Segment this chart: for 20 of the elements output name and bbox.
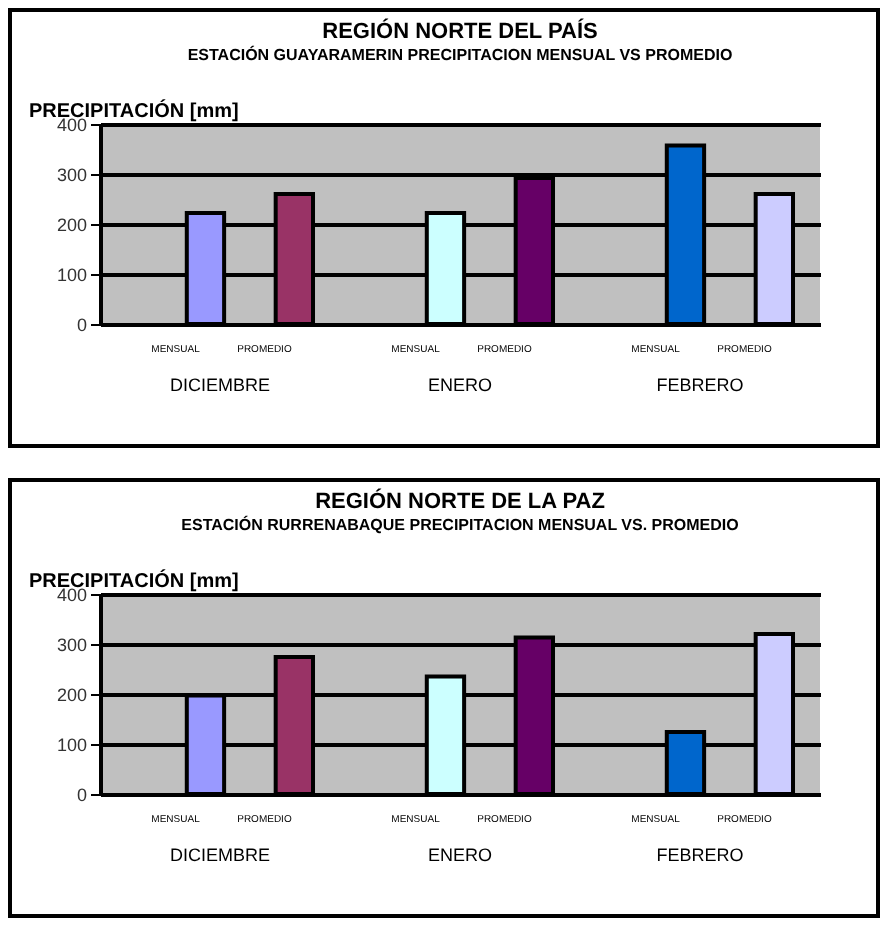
text: DICIEMBRE [169, 375, 271, 395]
y-tick-label: 100 [56, 735, 87, 755]
y-tick-label: 400 [56, 585, 87, 605]
text: ENERO [427, 845, 493, 865]
chart-subtitle: ESTACIÓN GUAYARAMERIN PRECIPITACION MENSUAL VS PROMEDIO [187, 44, 733, 64]
chart-subtitle: ESTACIÓN RURRENABAQUE PRECIPITACION MENSUAL VS. PROMEDIO [181, 514, 739, 534]
text: DICIEMBRE [169, 845, 271, 865]
chart-title: REGIÓN NORTE DEL PAÍS [322, 18, 598, 44]
y-tick-label: 100 [56, 265, 87, 285]
y-tick-label: 300 [56, 635, 87, 655]
text: FEBRERO [656, 845, 744, 865]
y-tick-label: 400 [56, 115, 87, 135]
chart-title: REGIÓN NORTE DE LA PAZ [315, 488, 606, 514]
y-tick-label: 300 [56, 165, 87, 185]
y-tick-label: 0 [76, 785, 87, 805]
y-tick-label: 200 [56, 685, 87, 705]
text: FEBRERO [656, 375, 744, 395]
y-tick-label: 0 [76, 315, 87, 335]
text: ENERO [427, 375, 493, 395]
y-tick-label: 200 [56, 215, 87, 235]
